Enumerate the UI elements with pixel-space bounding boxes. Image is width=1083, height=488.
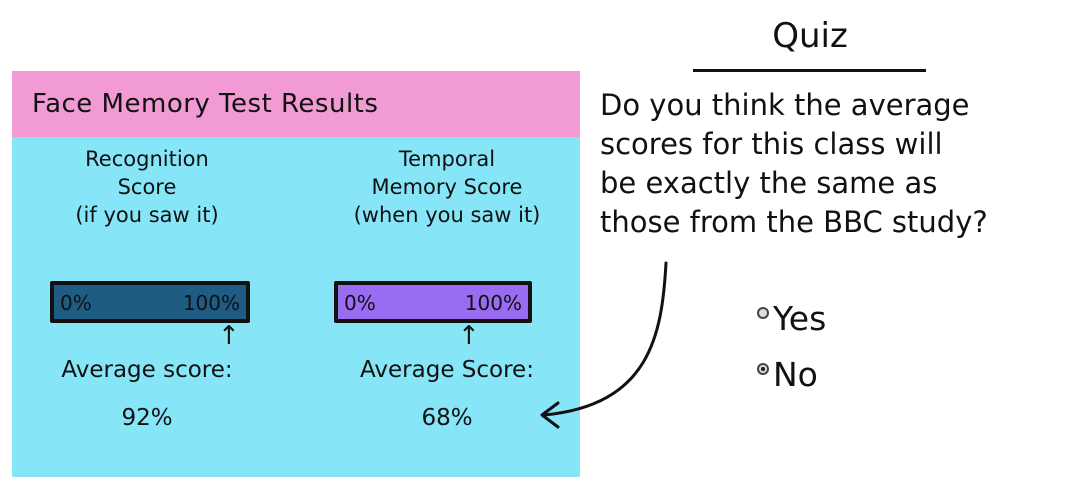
curved-arrow-icon xyxy=(540,261,668,429)
radio-no[interactable] xyxy=(757,363,769,375)
option-yes[interactable]: Yes xyxy=(757,290,826,346)
up-arrow-icon: ↑ xyxy=(218,321,240,351)
quiz-title-underline xyxy=(693,69,926,72)
panel-title: Face Memory Test Results xyxy=(12,71,580,137)
temporal-title-line: Memory Score xyxy=(371,175,523,199)
radio-yes[interactable] xyxy=(757,307,769,319)
question-line: scores for this class will xyxy=(600,127,943,161)
temporal-average-value: 68% xyxy=(421,405,473,431)
results-panel: Face Memory Test Results Recognition Sco… xyxy=(12,71,580,477)
question-line: those from the BBC study? xyxy=(600,205,988,239)
bar-max-label: 100% xyxy=(464,291,522,315)
bar-max-label: 100% xyxy=(182,291,240,315)
bar-min-label: 0% xyxy=(60,291,92,315)
temporal-score-bar: 0% 100% xyxy=(334,281,532,323)
recognition-title-line: Score xyxy=(117,175,177,199)
temporal-average-label: Average Score: xyxy=(360,357,534,383)
recognition-average-label: Average score: xyxy=(61,357,233,383)
option-no[interactable]: No xyxy=(757,346,826,402)
recognition-average-value: 92% xyxy=(121,405,173,431)
up-arrow-icon: ↑ xyxy=(458,321,480,351)
quiz-question: Do you think the average scores for this… xyxy=(600,86,1078,242)
option-no-label: No xyxy=(773,354,818,394)
panel-body: Recognition Score (if you saw it) 0% 100… xyxy=(12,137,580,477)
bar-min-label: 0% xyxy=(344,291,376,315)
temporal-title-line: (when you saw it) xyxy=(353,203,541,227)
recognition-title-line: (if you saw it) xyxy=(75,203,219,227)
quiz-title: Quiz xyxy=(772,16,848,56)
temporal-title-line: Temporal xyxy=(398,147,496,171)
recognition-title: Recognition Score (if you saw it) xyxy=(12,145,282,229)
question-line: Do you think the average xyxy=(600,88,970,122)
recognition-score-bar: 0% 100% xyxy=(50,281,250,323)
recognition-title-line: Recognition xyxy=(85,147,209,171)
answer-options: Yes No xyxy=(757,290,826,402)
temporal-title: Temporal Memory Score (when you saw it) xyxy=(312,145,582,229)
option-yes-label: Yes xyxy=(773,298,827,338)
recognition-column: Recognition Score (if you saw it) 0% 100… xyxy=(12,137,282,477)
temporal-column: Temporal Memory Score (when you saw it) … xyxy=(312,137,582,477)
question-line: be exactly the same as xyxy=(600,166,938,200)
